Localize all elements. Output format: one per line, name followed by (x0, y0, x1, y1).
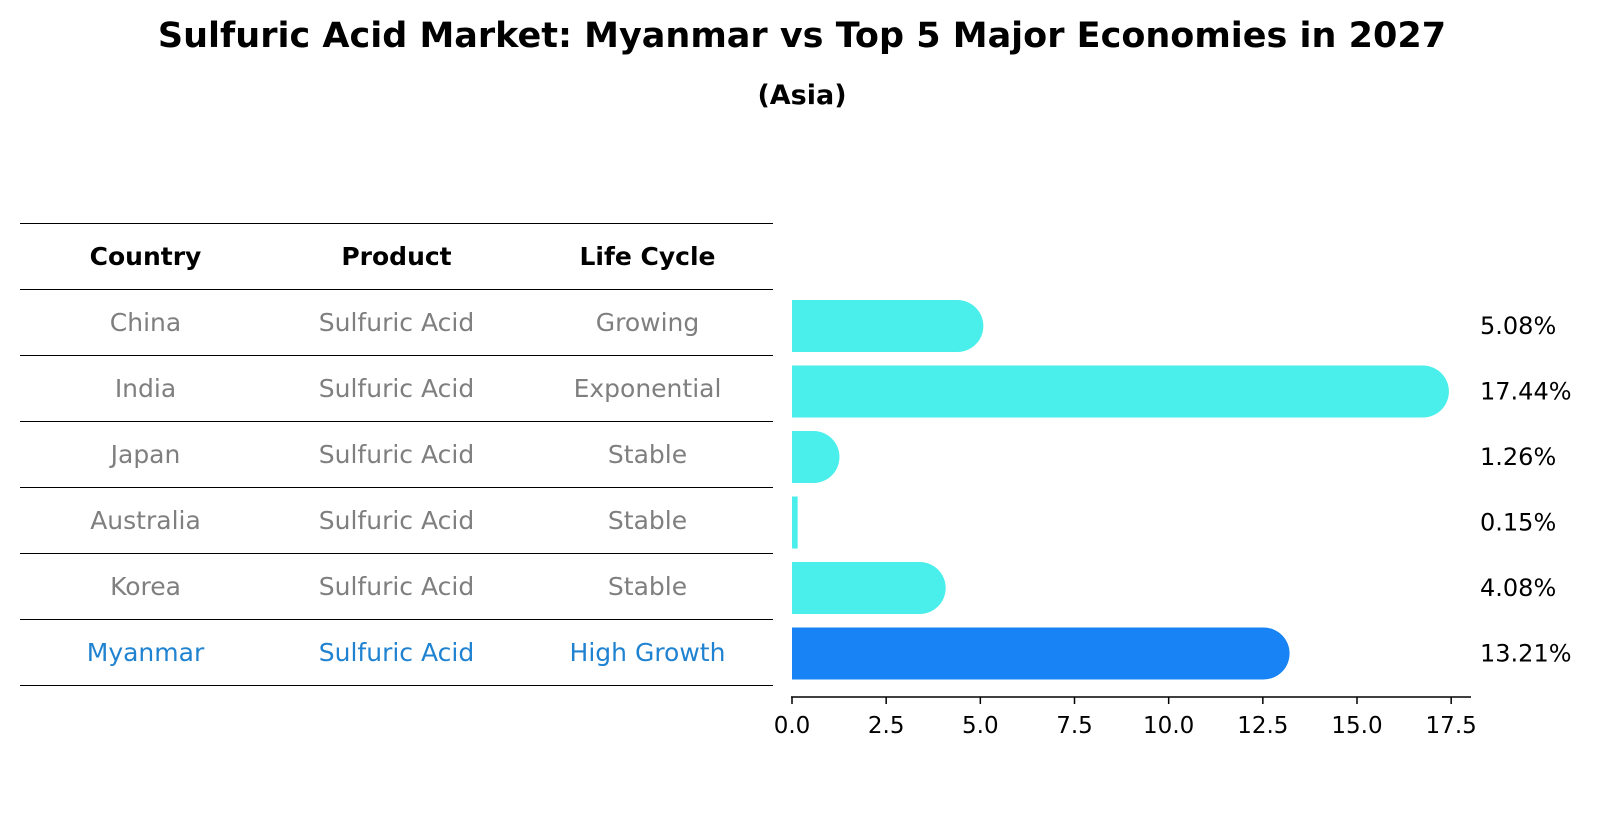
x-tick-label: 2.5 (868, 713, 905, 739)
chart-subtitle: (Asia) (757, 80, 847, 111)
bar-china (792, 300, 984, 352)
value-label-korea: 4.08% (1480, 574, 1556, 602)
x-tick-label: 0.0 (774, 713, 811, 739)
x-tick-label: 17.5 (1426, 713, 1477, 739)
header-country: Country (89, 242, 202, 271)
bars-group (792, 300, 1449, 680)
product-cell: Sulfuric Acid (318, 374, 475, 403)
bar-korea (792, 562, 946, 614)
table-row: Japan Sulfuric Acid Stable (20, 422, 773, 488)
country-cell: Korea (110, 572, 181, 601)
value-label-china: 5.08% (1480, 312, 1556, 340)
bar-india (792, 365, 1449, 418)
table-row: Australia Sulfuric Acid Stable (20, 488, 773, 554)
country-cell: Japan (110, 440, 181, 469)
country-cell: Myanmar (86, 638, 205, 667)
value-label-australia: 0.15% (1480, 509, 1556, 537)
value-label-japan: 1.26% (1480, 443, 1556, 471)
x-tick-label: 7.5 (1056, 713, 1093, 739)
life-cycle-cell: Stable (607, 506, 688, 535)
table-row: India Sulfuric Acid Exponential (20, 356, 773, 422)
product-cell: Sulfuric Acid (318, 638, 475, 667)
product-cell: Sulfuric Acid (318, 308, 475, 337)
value-labels-group: 5.08% 17.44% 1.26% 0.15% 4.08% 13.21% (1480, 312, 1572, 668)
table-row-highlight: Myanmar Sulfuric Acid High Growth (20, 620, 773, 686)
country-cell: China (109, 308, 182, 337)
bar-myanmar (792, 627, 1290, 680)
life-cycle-cell: Stable (607, 572, 688, 601)
chart-title: Sulfuric Acid Market: Myanmar vs Top 5 M… (157, 16, 1447, 56)
bar-japan (792, 431, 840, 483)
value-label-india: 17.44% (1480, 378, 1572, 406)
life-cycle-cell: Growing (595, 308, 700, 337)
bar-australia (792, 496, 798, 549)
value-label-myanmar: 13.21% (1480, 640, 1572, 668)
table-row: China Sulfuric Acid Growing (20, 290, 773, 356)
data-table: Country Product Life Cycle China Sulfuri… (20, 223, 773, 686)
product-cell: Sulfuric Acid (318, 506, 475, 535)
header-life-cycle: Life Cycle (579, 242, 716, 271)
life-cycle-cell: High Growth (569, 638, 726, 667)
life-cycle-cell: Exponential (573, 374, 722, 403)
x-axis: 0.0 2.5 5.0 7.5 10.0 12.5 15.0 17.5 (774, 696, 1477, 739)
country-cell: India (114, 374, 177, 403)
country-cell: Australia (90, 506, 201, 535)
x-tick-label: 12.5 (1237, 713, 1288, 739)
x-tick-label: 5.0 (962, 713, 999, 739)
header-product: Product (341, 242, 452, 271)
x-tick-label: 10.0 (1143, 713, 1194, 739)
table-header-row: Country Product Life Cycle (20, 223, 773, 290)
product-cell: Sulfuric Acid (318, 572, 475, 601)
table-row: Korea Sulfuric Acid Stable (20, 554, 773, 620)
product-cell: Sulfuric Acid (318, 440, 475, 469)
x-tick-label: 15.0 (1331, 713, 1382, 739)
life-cycle-cell: Stable (607, 440, 688, 469)
